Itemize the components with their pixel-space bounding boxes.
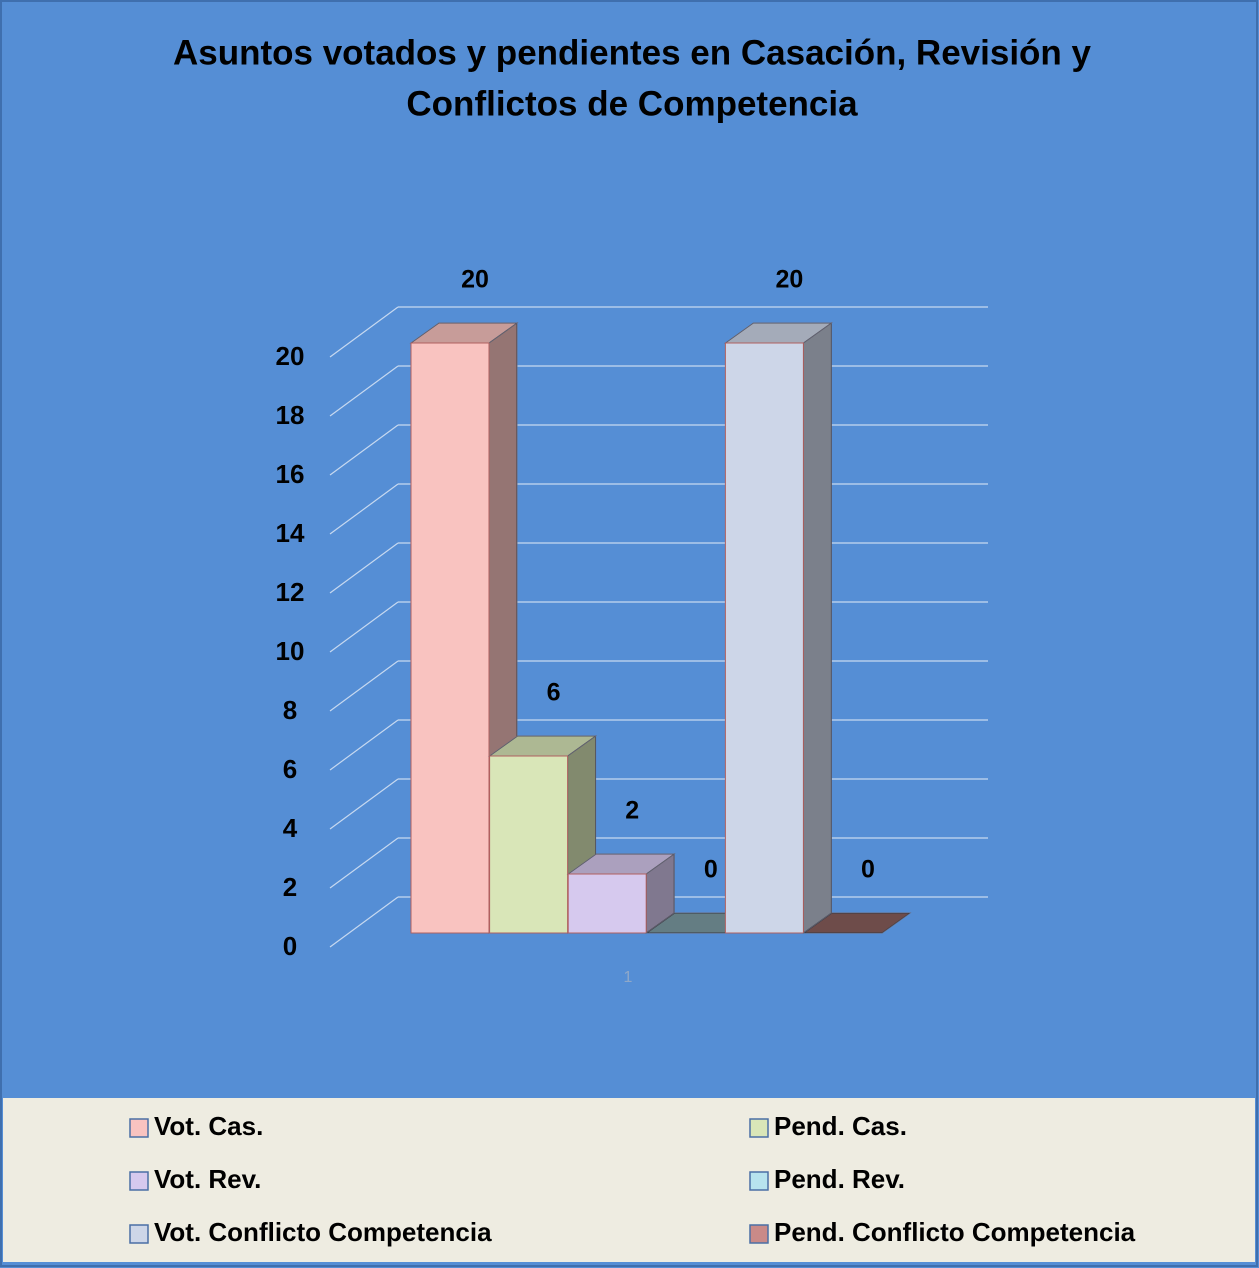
y-tick-label: 6 [283,754,297,784]
legend-swatch [749,1224,769,1244]
bar-side-shade [646,854,675,933]
legend-swatch [749,1118,769,1138]
grid-line [329,660,399,712]
chart-title: Asuntos votados y pendientes en Casación… [173,33,1092,72]
legend-label: Vot. Conflicto Competencia [154,1217,492,1247]
legend-label: Vot. Rev. [154,1164,261,1194]
bar-top-shade [568,854,675,874]
bar-top-shade [411,323,517,343]
grid-line [329,719,399,771]
grid-line [329,542,399,594]
grid-line [329,778,399,830]
y-tick-label: 20 [276,341,305,371]
x-tick-label: 1 [624,969,633,986]
bar [410,342,490,934]
legend-swatch [129,1118,149,1138]
grid-line [329,483,399,535]
y-tick-label: 16 [276,459,305,489]
legend-swatch [129,1224,149,1244]
legend-label: Pend. Rev. [774,1164,905,1194]
chart-title: Conflictos de Competencia [406,84,858,123]
y-tick-label: 2 [283,872,297,902]
bar-top-shade [489,736,596,756]
data-label: 0 [704,856,718,884]
bar-top-shade [725,323,832,343]
y-tick-label: 8 [283,695,297,725]
bar [567,873,647,934]
y-tick-label: 0 [283,931,297,961]
bar [489,755,569,934]
grid-line [329,601,399,653]
y-tick-label: 14 [276,518,305,548]
data-label: 20 [461,266,489,294]
y-tick-label: 10 [276,636,305,666]
grid-line [329,896,399,948]
grid-line [329,837,399,889]
grid-line [329,424,399,476]
y-tick-label: 4 [283,813,298,843]
data-label: 0 [861,856,875,884]
bar [724,342,804,934]
bar-top-shade [804,913,910,933]
data-label: 20 [775,266,803,294]
legend-box [3,1098,1255,1262]
legend-swatch [129,1171,149,1191]
y-tick-label: 12 [276,577,305,607]
y-tick-label: 18 [276,400,305,430]
grid-line [329,365,399,417]
grid-line [329,306,399,358]
data-label: 6 [547,679,561,707]
legend-label: Vot. Cas. [154,1111,263,1141]
legend-swatch [749,1171,769,1191]
legend-label: Pend. Conflicto Competencia [774,1217,1136,1247]
bar-top [802,912,912,934]
bar-side-shade [803,323,832,933]
data-label: 2 [625,797,639,825]
legend-label: Pend. Cas. [774,1111,907,1141]
